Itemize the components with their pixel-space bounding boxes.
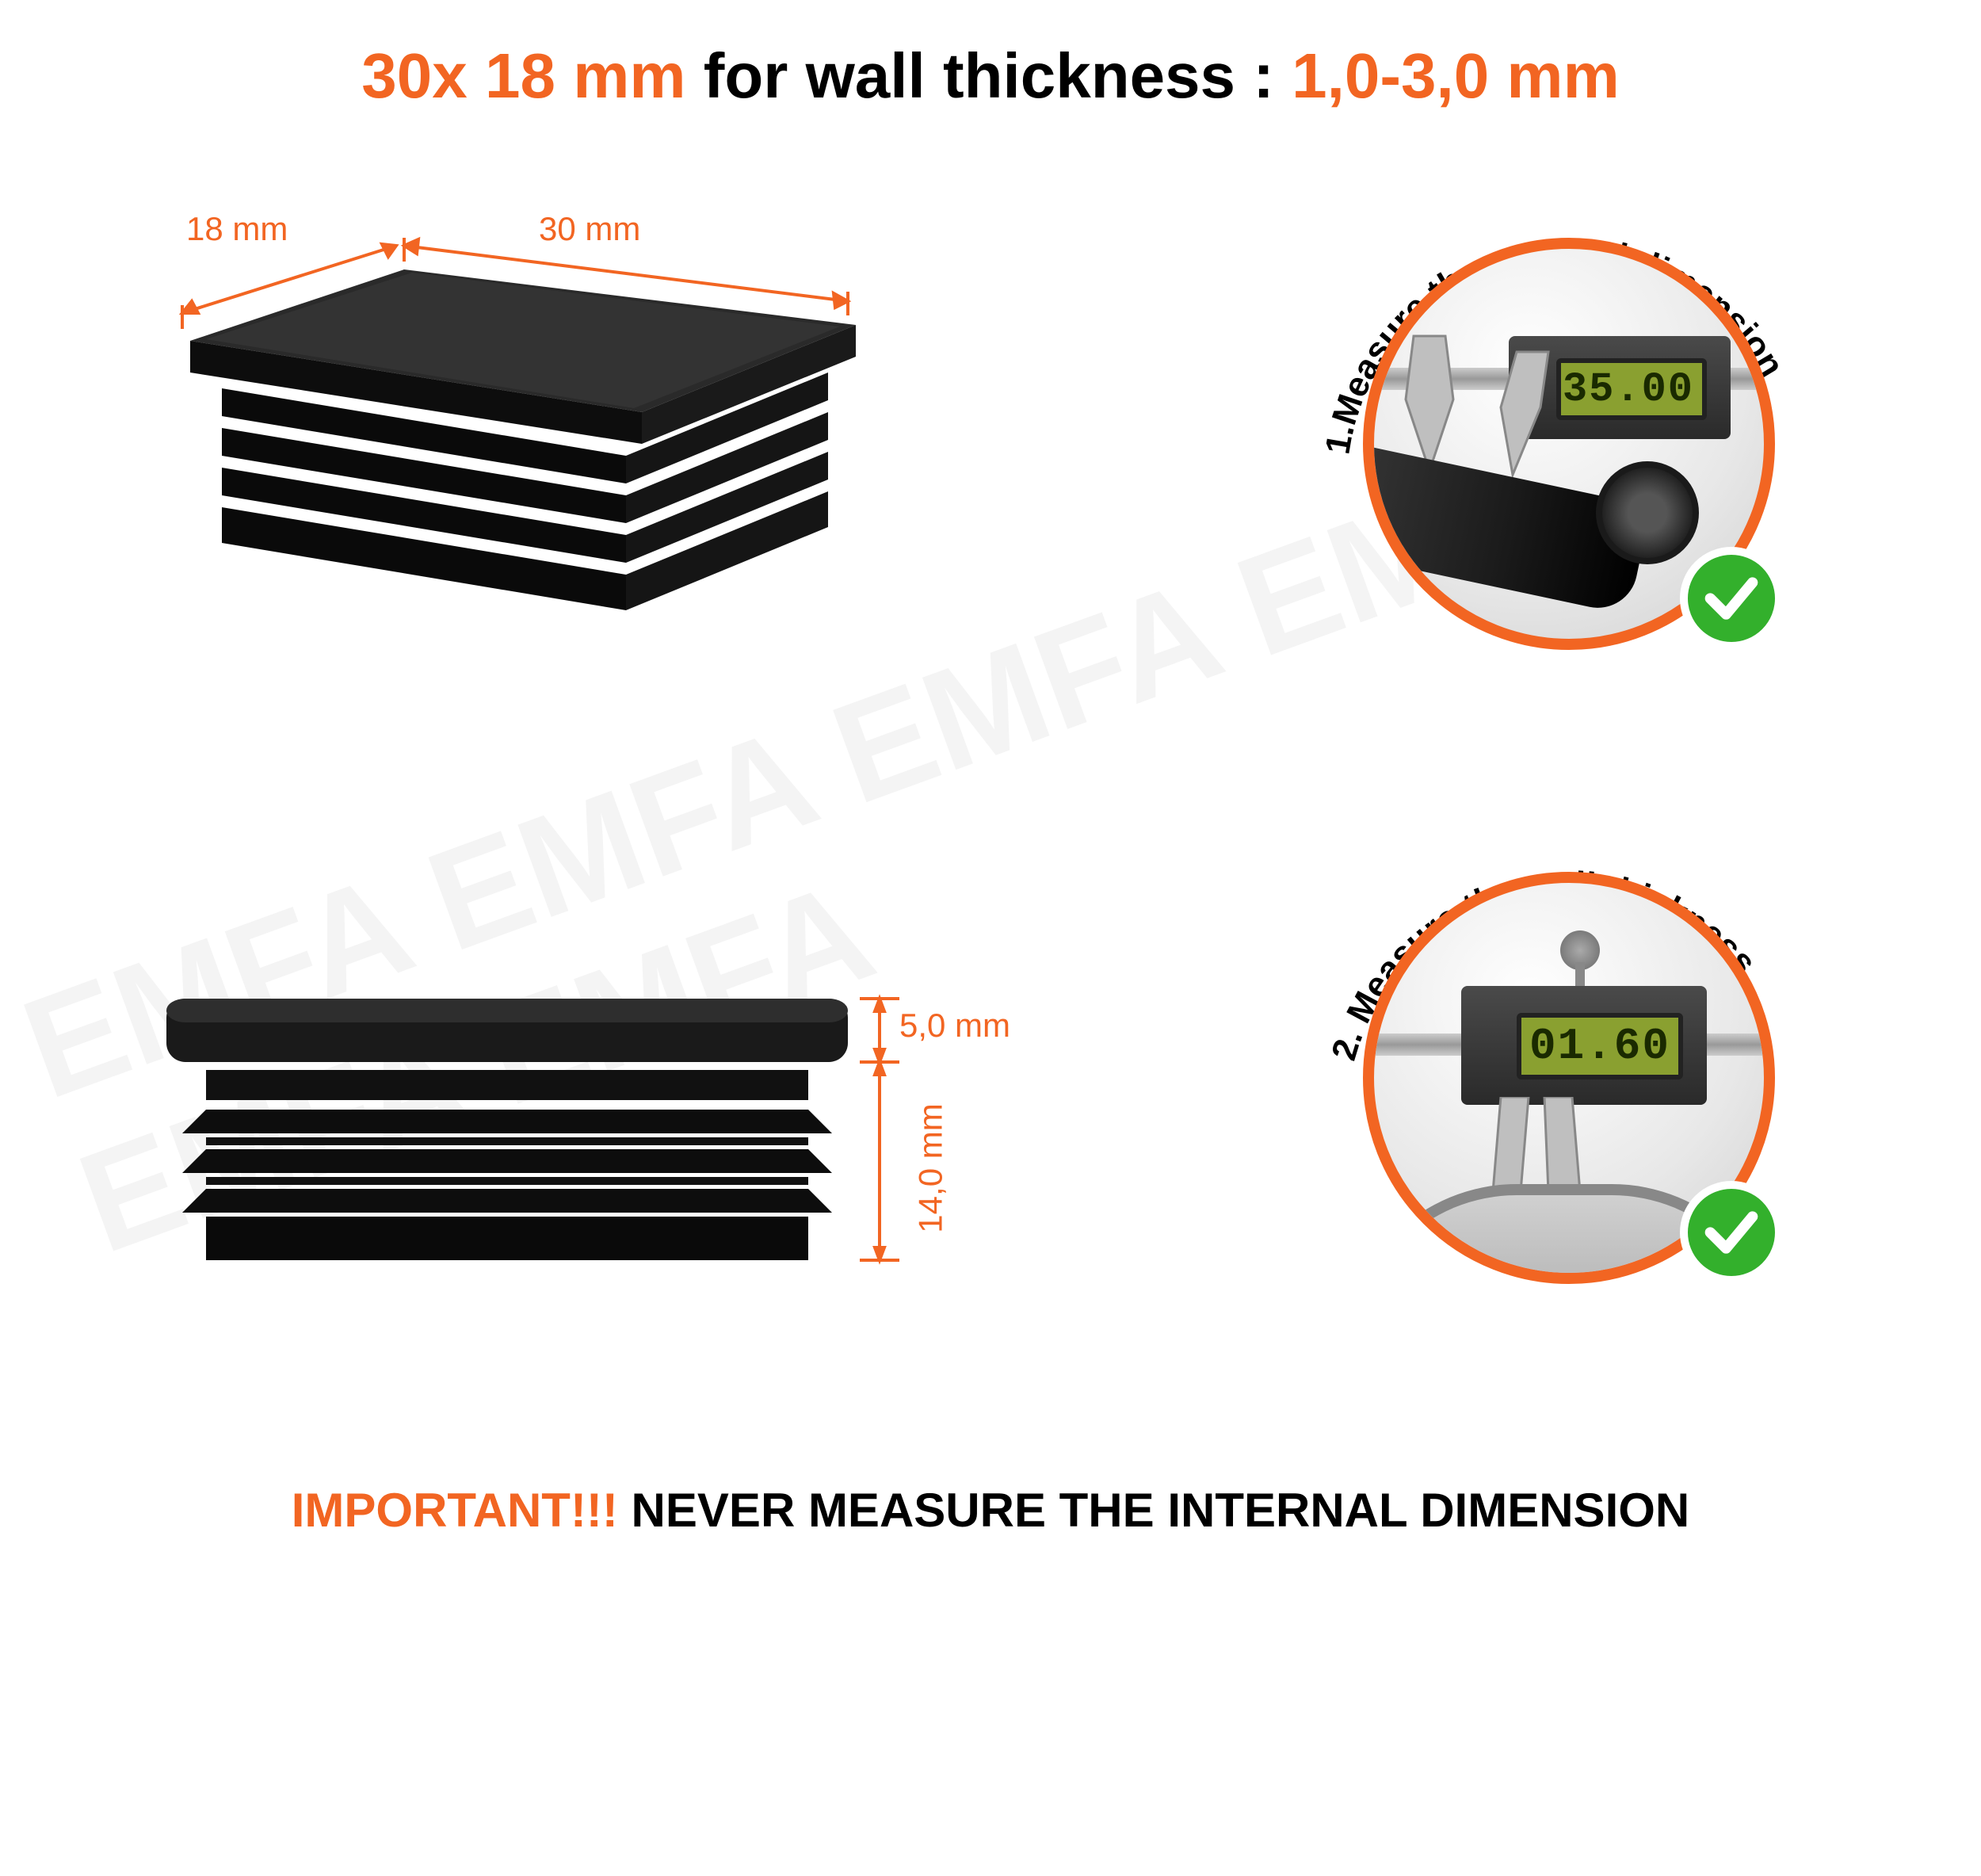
product-isometric-view [119, 190, 911, 666]
header-thickness: 1,0-3,0 mm [1292, 40, 1620, 111]
dimension-depth-label: 18 mm [186, 210, 288, 248]
check-icon [1700, 1201, 1763, 1264]
dimension-cap-height-label: 5,0 mm [899, 1007, 1010, 1045]
check-icon [1700, 567, 1763, 630]
dimension-width-label: 30 mm [539, 210, 640, 248]
footer-important: IMPORTANT!!! [292, 1484, 618, 1537]
header-mid: for wall thickness : [685, 40, 1292, 111]
check-badge-2 [1680, 1181, 1783, 1284]
footer-warning: IMPORTANT!!! NEVER MEASURE THE INTERNAL … [0, 1483, 1981, 1538]
header-size: 30x 18 mm [361, 40, 685, 111]
footer-message: NEVER MEASURE THE INTERNAL DIMENSION [618, 1484, 1689, 1537]
product-side-view [119, 951, 911, 1347]
header-title: 30x 18 mm for wall thickness : 1,0-3,0 m… [0, 40, 1981, 113]
tube-end-icon [1596, 461, 1699, 564]
caliper-display-2: 01.60 [1517, 1013, 1683, 1079]
check-badge-1 [1680, 547, 1783, 650]
dimension-insert-height-label: 14,0 mm [912, 1103, 950, 1232]
caliper-body-2: 01.60 [1461, 986, 1707, 1105]
